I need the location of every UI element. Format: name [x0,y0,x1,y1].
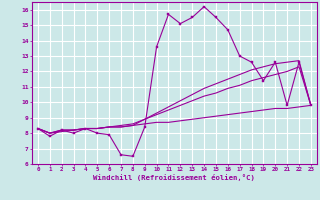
X-axis label: Windchill (Refroidissement éolien,°C): Windchill (Refroidissement éolien,°C) [93,174,255,181]
